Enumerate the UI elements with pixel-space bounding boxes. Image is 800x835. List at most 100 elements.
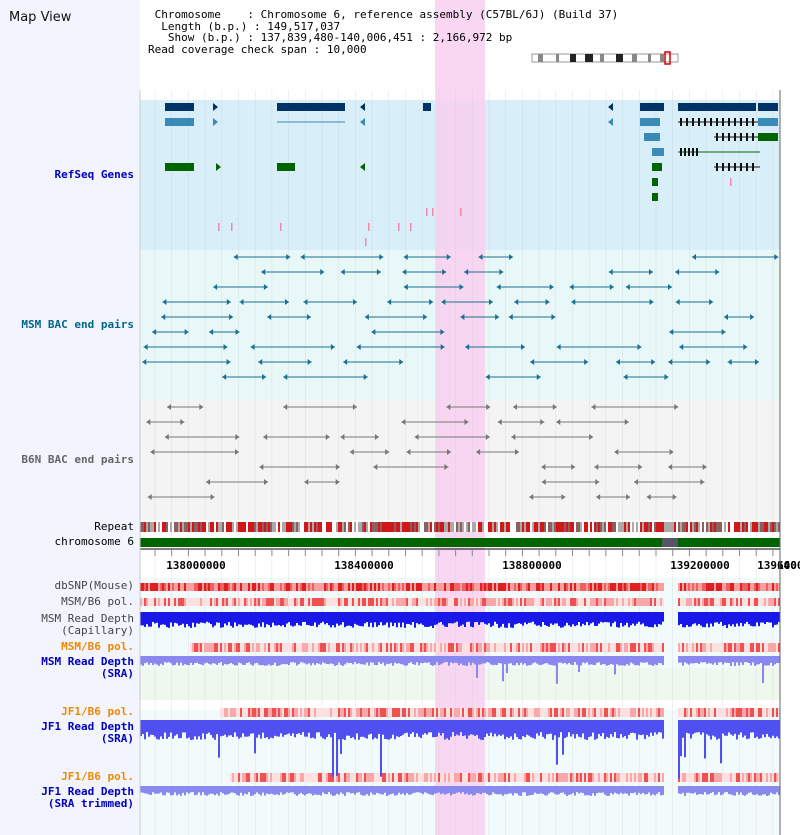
depth-bar — [430, 720, 432, 733]
depth-bar — [762, 656, 764, 684]
depth-bar — [420, 720, 422, 739]
depth-bar — [656, 612, 658, 627]
heat-cell — [750, 708, 752, 717]
repeat-element — [726, 522, 728, 532]
depth-bar — [282, 720, 284, 737]
depth-bar — [654, 786, 656, 796]
heat-cell — [754, 773, 756, 782]
depth-bar — [472, 656, 474, 663]
depth-bar — [178, 720, 180, 739]
depth-bar — [520, 786, 522, 796]
depth-bar — [476, 720, 478, 735]
b6n-bac-pair-end — [541, 464, 546, 470]
depth-bar — [760, 786, 762, 796]
gene-block — [652, 178, 658, 186]
depth-bar — [684, 656, 686, 663]
depth-bar — [252, 786, 254, 796]
depth-bar — [648, 786, 650, 793]
heat-cell — [290, 773, 292, 782]
heat-cell — [192, 583, 194, 591]
msm-bac-pair-end — [307, 359, 312, 365]
depth-bar — [602, 656, 604, 664]
depth-bar — [538, 656, 540, 665]
heat-cell — [244, 773, 246, 782]
track-label-jf1-depth-trimmed: JF1 Read Depth (SRA trimmed) — [41, 785, 134, 810]
depth-bar — [618, 720, 620, 739]
repeat-element — [682, 522, 684, 532]
depth-bar — [330, 786, 332, 795]
repeat-element — [662, 522, 664, 532]
depth-bar — [206, 656, 208, 663]
heat-cell — [342, 773, 344, 782]
depth-bar — [426, 656, 428, 663]
heat-cell — [440, 583, 442, 591]
track-label-msm-bac[interactable]: MSM BAC end pairs — [21, 318, 134, 331]
track-label-chromosome: chromosome 6 — [54, 535, 134, 548]
heat-cell — [732, 708, 734, 717]
msm-bac-pair-end — [675, 269, 680, 275]
depth-bar — [306, 612, 308, 625]
heat-cell — [406, 708, 408, 717]
heat-cell — [452, 708, 454, 717]
repeat-element — [638, 522, 640, 532]
heat-cell — [550, 583, 552, 591]
depth-bar — [466, 612, 468, 622]
repeat-element — [500, 522, 502, 532]
heat-cell — [700, 708, 702, 717]
heat-cell — [298, 583, 300, 591]
chromosome-value: Chromosome 6, reference assembly (C57BL/… — [260, 8, 619, 21]
pseudo-gene-mark — [231, 223, 233, 231]
heat-cell — [188, 598, 190, 606]
heat-cell — [478, 583, 480, 591]
depth-bar — [538, 612, 540, 626]
heat-cell — [682, 598, 684, 606]
heat-cell — [398, 643, 400, 652]
msm-bac-pair-end — [286, 254, 291, 260]
heat-cell — [654, 708, 656, 717]
heat-cell — [632, 643, 634, 652]
depth-bar — [348, 786, 350, 793]
track-label-refseq[interactable]: RefSeq Genes — [54, 168, 134, 181]
depth-bar — [502, 656, 504, 682]
depth-bar — [414, 656, 416, 665]
repeat-element — [188, 522, 190, 532]
repeat-element — [258, 522, 260, 532]
heat-cell — [764, 583, 766, 591]
exon-tick — [746, 118, 748, 126]
depth-bar — [442, 720, 444, 733]
depth-bar — [306, 656, 308, 665]
depth-bar — [374, 656, 376, 665]
heat-cell — [456, 773, 458, 782]
depth-bar — [376, 656, 378, 666]
heat-cell — [410, 583, 412, 591]
depth-bar — [234, 612, 236, 623]
depth-bar — [188, 612, 190, 627]
depth-bar — [182, 656, 184, 666]
depth-bar — [198, 786, 200, 793]
depth-bar — [292, 656, 294, 663]
repeat-element — [674, 522, 676, 532]
depth-bar — [234, 656, 236, 666]
heat-cell — [234, 643, 236, 652]
b6n-bac-pair-end — [167, 404, 172, 410]
depth-bar — [262, 656, 264, 665]
heat-cell — [436, 643, 438, 652]
depth-bar — [660, 720, 662, 733]
depth-bar — [370, 720, 372, 734]
heat-cell — [498, 583, 500, 591]
depth-bar — [516, 720, 518, 738]
track-label-b6n-bac[interactable]: B6N BAC end pairs — [21, 453, 134, 466]
repeat-element — [248, 522, 250, 532]
depth-bar — [734, 720, 736, 734]
b6n-bac-pair-end — [444, 464, 449, 470]
ideogram-band — [648, 54, 651, 62]
heat-cell — [366, 583, 368, 591]
repeat-element — [290, 522, 292, 532]
depth-bar — [748, 720, 750, 739]
heat-cell — [394, 598, 396, 606]
repeat-element — [550, 522, 552, 532]
heat-cell — [294, 708, 296, 717]
repeat-element — [586, 522, 588, 532]
heat-cell — [270, 598, 272, 606]
